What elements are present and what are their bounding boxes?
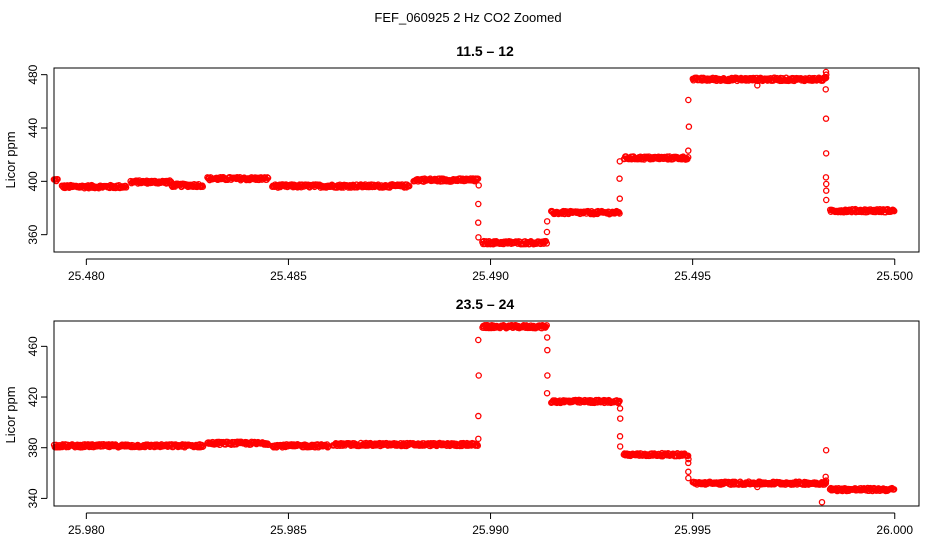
x-axis: 25.980 25.985 25.990 25.995 26.000 [68,512,913,537]
data-point [685,96,692,104]
data-point [616,415,624,422]
data-point [543,240,551,247]
panel-top: 11.5 – 12 Licor ppm 25.480 25.485 25.490 25… [3,43,920,283]
data-point [264,174,272,182]
data-point [543,389,551,397]
panel-bottom: 23.5 – 24 Licor ppm 25.980 25.985 25.990 25… [3,296,920,537]
data-point [474,442,482,449]
data-points [50,321,898,506]
data-point [543,228,551,236]
data-point [405,182,413,190]
data-point [822,180,830,188]
data-point [475,200,482,208]
data-point [822,115,830,122]
data-point [475,182,482,189]
data-point [54,175,61,183]
data-point [616,443,624,450]
y-tick-label: 420 [26,387,40,407]
data-point [822,174,830,181]
x-tick-label: 25.980 [68,523,105,537]
data-point [475,234,482,241]
data-point [684,154,692,161]
y-tick-label: 380 [26,437,40,457]
x-tick-label: 26.000 [876,523,913,537]
data-point [616,397,623,405]
data-point [754,483,761,491]
data-point [822,479,830,487]
figure-title: FEF_060925 2 Hz CO2 Zoomed [374,10,561,25]
x-tick-label: 25.985 [270,523,307,537]
data-points [50,68,898,248]
data-point [890,207,898,215]
data-point [122,184,130,191]
y-axis: 360 400 440 480 [26,64,48,245]
data-point [822,473,829,481]
y-tick-label: 340 [26,488,40,508]
data-point [685,474,692,482]
y-tick-label: 480 [26,64,40,84]
data-point [199,443,207,450]
y-axis: 340 380 420 460 [26,336,48,508]
data-point [822,68,830,76]
plot-frame [53,67,920,253]
data-point [822,196,830,204]
data-point [754,82,761,89]
y-axis-label: Licor ppm [3,131,18,188]
data-point [475,372,482,379]
data-point [616,433,624,440]
data-point [544,372,551,379]
x-tick-label: 25.500 [876,269,913,283]
data-point [544,346,551,354]
x-tick-label: 25.990 [472,523,509,537]
data-point [822,187,830,194]
data-point [543,218,551,225]
data-point [199,183,207,190]
data-point [685,147,692,154]
data-point [616,175,623,182]
x-tick-label: 25.490 [472,269,509,283]
y-tick-label: 460 [26,336,40,356]
data-point [818,498,826,506]
data-point [685,123,693,130]
data-point [822,86,829,93]
x-tick-label: 25.480 [68,269,105,283]
data-point [823,71,830,78]
data-point [543,334,551,341]
data-point [616,210,623,217]
data-point [543,322,550,329]
y-tick-label: 360 [26,224,40,244]
y-tick-label: 400 [26,171,40,191]
data-point [685,468,692,476]
data-point [475,412,482,420]
data-point [822,477,830,484]
data-point [890,486,898,493]
plot-frame [53,320,920,507]
x-tick-label: 25.495 [674,269,711,283]
y-axis-label: Licor ppm [3,386,18,443]
data-point [474,219,482,226]
data-point [475,336,482,344]
y-tick-label: 440 [26,118,40,138]
data-point [685,455,692,463]
data-point [616,405,624,412]
panel-title: 23.5 – 24 [456,296,515,312]
data-point [822,150,830,157]
x-axis: 25.480 25.485 25.490 25.495 25.500 [68,258,913,283]
data-point [684,452,692,460]
x-tick-label: 25.995 [674,523,711,537]
data-point [685,459,692,467]
data-point [616,158,624,165]
data-point [474,175,482,182]
data-point [822,446,830,454]
x-tick-label: 25.485 [270,269,307,283]
data-point [475,435,482,443]
data-point [616,195,624,202]
panel-title: 11.5 – 12 [456,43,514,59]
